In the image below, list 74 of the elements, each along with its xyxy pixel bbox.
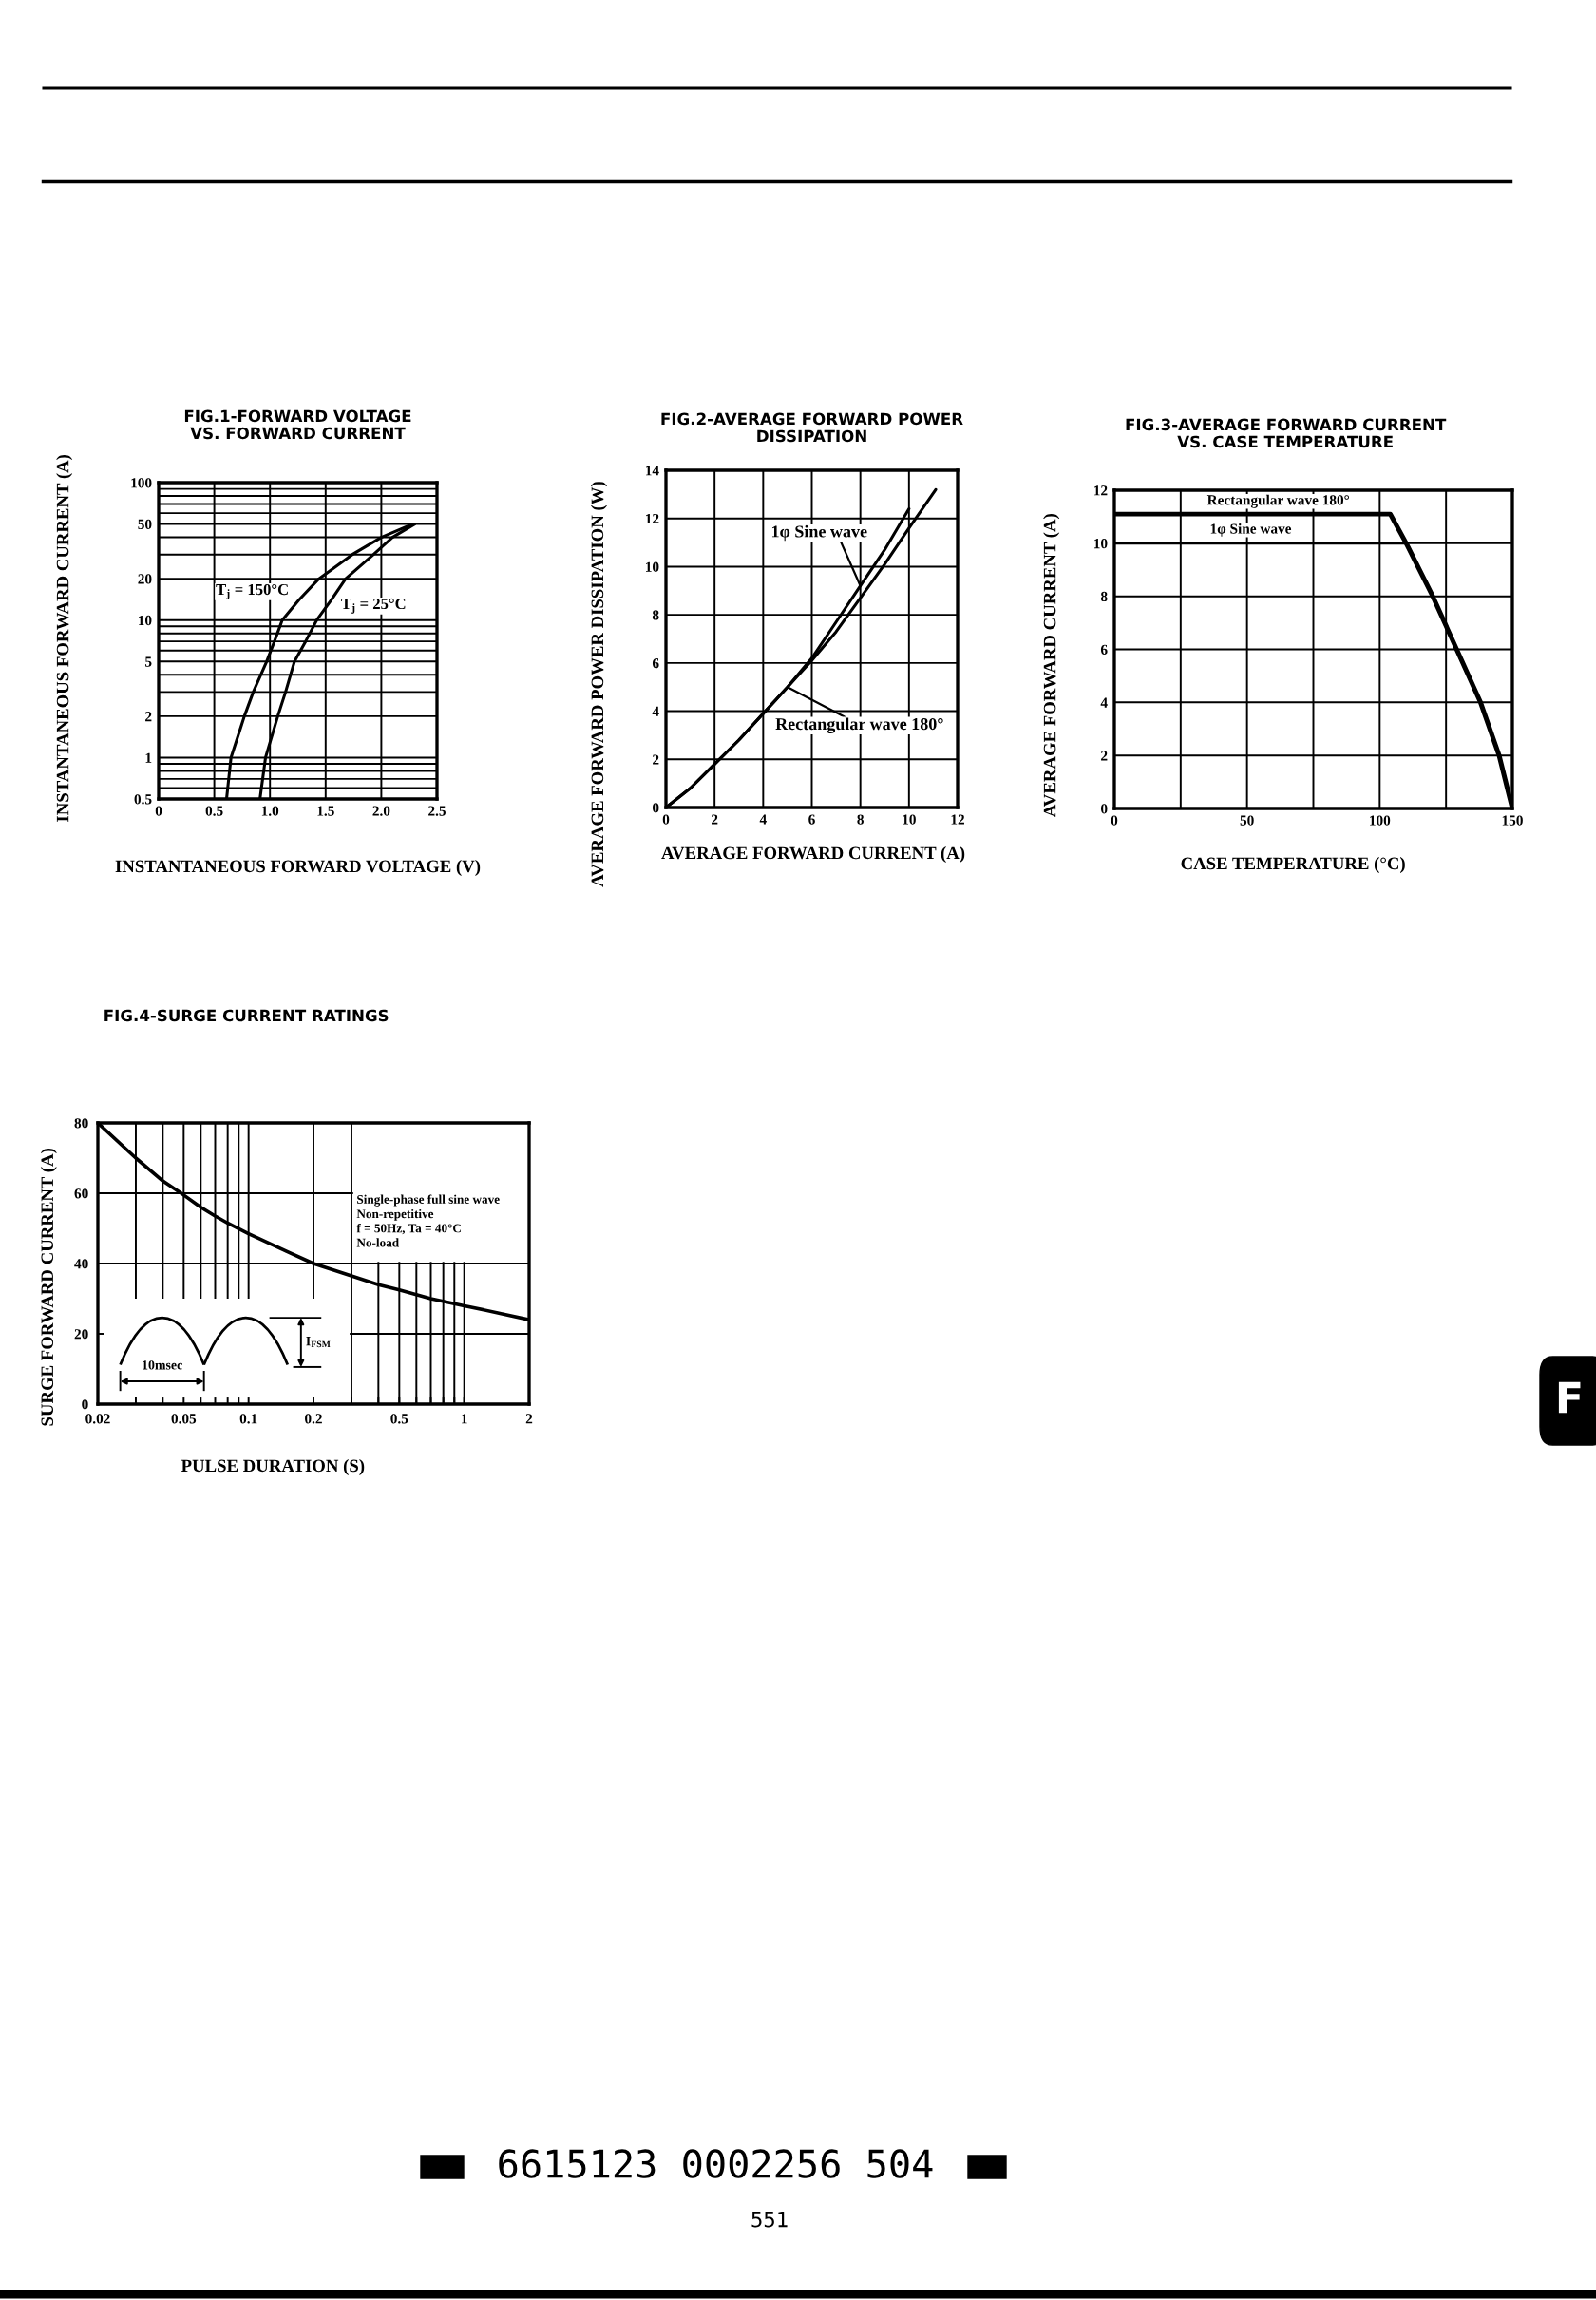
y-axis-title: INSTANTANEOUS FORWARD CURRENT (A) <box>56 454 73 822</box>
y-axis-title: AVERAGE FORWARD CURRENT (A) <box>1043 514 1060 818</box>
x-axis-title: CASE TEMPERATURE (°C) <box>1181 857 1405 873</box>
y-tick-label: 80 <box>74 1118 88 1129</box>
x-tick-label: 2 <box>525 1414 533 1424</box>
x-tick-label: 0 <box>662 814 670 825</box>
x-tick-label: 1.5 <box>317 806 334 816</box>
y-tick-label: 0.5 <box>134 794 152 805</box>
chart-title: FIG.2-AVERAGE FORWARD POWER DISSIPATION <box>661 412 963 443</box>
y-tick-label: 2 <box>145 712 152 722</box>
x-tick-label: 0.02 <box>86 1414 110 1424</box>
y-tick-label: 6 <box>652 658 659 669</box>
x-tick-label: 0 <box>1111 815 1118 826</box>
series-label: Rectangular wave 180° <box>1206 494 1349 508</box>
x-tick-label: 10 <box>902 814 916 825</box>
x-tick-label: 6 <box>808 814 815 825</box>
x-tick-label: 0.05 <box>171 1414 197 1424</box>
y-axis-title: AVERAGE FORWARD POWER DISSIPATION (W) <box>590 482 607 887</box>
series-label: 1φ Sine wave <box>1210 523 1292 537</box>
series-label: 1φ Sine wave <box>771 524 867 542</box>
x-tick-label: 0.2 <box>305 1414 322 1424</box>
y-tick-label: 12 <box>646 513 659 524</box>
y-tick-label: 10 <box>1094 538 1108 549</box>
x-tick-label: 12 <box>951 814 964 825</box>
x-tick-label: 2.0 <box>372 806 390 816</box>
y-axis-title: SURGE FORWARD CURRENT (A) <box>40 1149 57 1426</box>
y-tick-label: 20 <box>138 574 152 584</box>
y-tick-label: 50 <box>138 519 152 530</box>
x-tick-label: 150 <box>1502 815 1523 826</box>
y-tick-label: 8 <box>1100 591 1108 602</box>
series-label: T$_{j}$ = 150°C <box>216 583 288 599</box>
y-tick-label: 2 <box>653 754 659 765</box>
text: 551 <box>751 2211 788 2228</box>
y-tick-label: 10 <box>139 615 152 626</box>
y-tick-label: 4 <box>1100 697 1108 708</box>
x-axis-title: AVERAGE FORWARD CURRENT (A) <box>661 846 965 863</box>
x-tick-label: 8 <box>857 814 864 825</box>
x-tick-label: 0 <box>155 806 162 816</box>
y-tick-label: 8 <box>652 610 659 620</box>
legend-label: Rectangular wave 180° <box>775 717 943 733</box>
y-tick-label: 2 <box>1101 751 1108 761</box>
x-tick-label: 0.1 <box>239 1414 257 1424</box>
x-tick-label: 4 <box>759 814 767 825</box>
y-tick-label: 12 <box>1094 485 1108 496</box>
series-label: T$_{j}$ = 25°C <box>341 598 406 614</box>
x-tick-label: 0.5 <box>390 1414 408 1424</box>
y-tick-label: 40 <box>74 1259 88 1269</box>
y-tick-label: 20 <box>74 1329 88 1340</box>
y-tick-label: 4 <box>652 706 659 716</box>
text: 6615123 0002256 504 <box>499 2149 933 2178</box>
y-tick-label: 60 <box>74 1188 88 1199</box>
x-tick-label: 2.5 <box>428 806 446 816</box>
y-tick-label: 6 <box>1100 644 1108 655</box>
chart-title: FIG.3-AVERAGE FORWARD CURRENT VS. CASE TEMPERATURE <box>1126 418 1447 448</box>
y-tick-label: 0 <box>82 1399 88 1410</box>
annotation: I$_{FSM}$ <box>306 1337 331 1348</box>
chart-title: FIG.4-SURGE CURRENT RATINGS <box>104 1009 389 1022</box>
x-tick-label: 50 <box>1240 815 1254 826</box>
chart-title: FIG.1-FORWARD VOLTAGE VS. FORWARD CURRENT <box>184 409 411 440</box>
annotation: Single-phase full sine wave Non-repetitive f = 50Hz, Ta = 40°C No-load <box>356 1194 500 1247</box>
x-tick-label: 100 <box>1370 815 1391 826</box>
y-tick-label: 1 <box>145 752 152 763</box>
x-tick-label: 1.0 <box>261 806 279 816</box>
x-tick-label: 0.5 <box>205 806 223 816</box>
y-tick-label: 5 <box>145 656 152 667</box>
annotation: 10msec <box>142 1360 182 1370</box>
x-tick-label: 1 <box>462 1414 467 1424</box>
x-tick-label: 2 <box>711 814 718 825</box>
x-axis-title: INSTANTANEOUS FORWARD VOLTAGE (V) <box>115 860 481 876</box>
y-tick-label: 14 <box>646 466 659 476</box>
text: F <box>1558 1381 1581 1414</box>
y-tick-label: 10 <box>646 561 659 572</box>
x-axis-title: PULSE DURATION (S) <box>180 1459 365 1475</box>
y-tick-label: 100 <box>131 478 152 488</box>
